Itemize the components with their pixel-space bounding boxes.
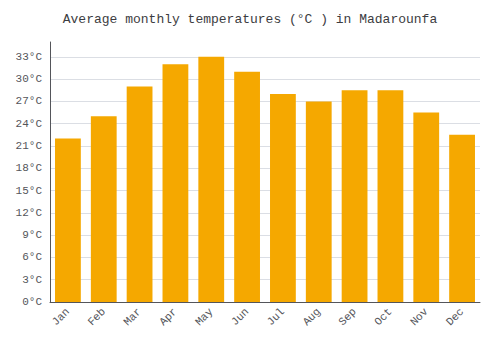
svg-text:18°C: 18°C: [16, 162, 43, 174]
svg-text:0°C: 0°C: [22, 296, 42, 308]
svg-text:Dec: Dec: [444, 306, 466, 328]
svg-text:May: May: [193, 305, 216, 328]
svg-text:6°C: 6°C: [22, 251, 42, 263]
svg-text:Jan: Jan: [50, 306, 72, 328]
svg-text:Nov: Nov: [408, 305, 431, 328]
svg-text:15°C: 15°C: [16, 185, 43, 197]
svg-text:Mar: Mar: [121, 306, 143, 328]
svg-text:21°C: 21°C: [16, 140, 43, 152]
svg-text:27°C: 27°C: [16, 95, 43, 107]
svg-text:Aug: Aug: [301, 306, 323, 328]
svg-text:33°C: 33°C: [16, 51, 43, 63]
svg-text:Average monthly temperatures (: Average monthly temperatures (°C ) in Ma…: [63, 12, 438, 27]
svg-text:24°C: 24°C: [16, 118, 43, 130]
svg-text:Sep: Sep: [336, 306, 358, 328]
svg-text:Oct: Oct: [372, 306, 394, 328]
svg-text:Jul: Jul: [265, 306, 287, 328]
svg-text:30°C: 30°C: [16, 73, 43, 85]
svg-text:12°C: 12°C: [16, 207, 43, 219]
svg-text:Apr: Apr: [157, 306, 179, 328]
svg-text:Feb: Feb: [86, 306, 108, 328]
svg-text:Jun: Jun: [229, 306, 251, 328]
svg-text:9°C: 9°C: [22, 229, 42, 241]
svg-text:3°C: 3°C: [22, 274, 42, 286]
